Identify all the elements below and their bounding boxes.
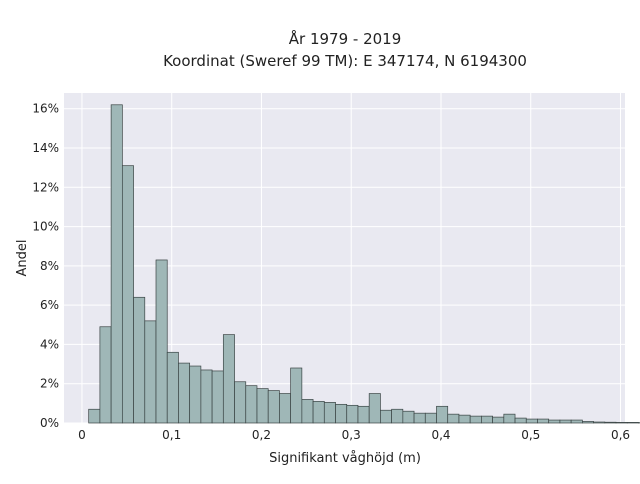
histogram-bar <box>156 260 167 423</box>
histogram-bar <box>190 366 201 423</box>
x-tick-label: 0,6 <box>611 428 630 442</box>
histogram-bar <box>459 415 470 423</box>
histogram-bar <box>403 411 414 423</box>
histogram-bar <box>605 422 616 423</box>
histogram-bar <box>537 419 548 423</box>
histogram-bar <box>336 404 347 423</box>
histogram-bar <box>549 420 560 423</box>
histogram-bar <box>122 166 133 423</box>
histogram-bar <box>504 414 515 423</box>
histogram-bar <box>268 391 279 423</box>
histogram-bar <box>212 371 223 423</box>
histogram-bar <box>257 389 268 423</box>
histogram-bar <box>414 413 425 423</box>
histogram-bar <box>178 363 189 423</box>
histogram-bar <box>279 394 290 423</box>
histogram-bar <box>470 416 481 423</box>
histogram-bar <box>616 422 627 423</box>
histogram-bar <box>246 386 257 423</box>
histogram-bar <box>369 394 380 423</box>
y-tick-label: 6% <box>40 298 59 312</box>
x-tick-label: 0,3 <box>342 428 361 442</box>
x-tick-label: 0,2 <box>252 428 271 442</box>
histogram-bar <box>380 410 391 423</box>
histogram-bar <box>291 368 302 423</box>
histogram-bar <box>145 321 156 423</box>
y-tick-label: 4% <box>40 337 59 351</box>
histogram-bar <box>582 421 593 423</box>
x-tick-label: 0,5 <box>521 428 540 442</box>
x-tick-label: 0,1 <box>162 428 181 442</box>
chart-title: År 1979 - 2019 <box>289 29 402 48</box>
histogram-bar <box>437 406 448 423</box>
histogram-bar <box>594 422 605 423</box>
y-tick-label: 2% <box>40 377 59 391</box>
histogram-bar <box>111 105 122 423</box>
y-tick-label: 8% <box>40 259 59 273</box>
histogram-bar <box>526 419 537 423</box>
x-axis-ticks: 0 0,1 0,2 0,3 0,4 0,5 0,6 <box>78 428 630 442</box>
y-tick-label: 16% <box>32 102 59 116</box>
histogram-bar <box>627 422 638 423</box>
histogram-bar <box>134 297 145 423</box>
y-tick-label: 14% <box>32 141 59 155</box>
histogram-bar <box>302 399 313 423</box>
histogram-bar <box>571 420 582 423</box>
histogram-bar <box>448 414 459 423</box>
histogram-bar <box>392 409 403 423</box>
histogram-bar <box>481 416 492 423</box>
histogram-bar <box>347 405 358 423</box>
histogram-bar <box>324 402 335 423</box>
y-tick-label: 0% <box>40 416 59 430</box>
y-tick-label: 12% <box>32 180 59 194</box>
histogram-bar <box>223 335 234 423</box>
histogram-bar <box>201 370 212 423</box>
histogram-bar <box>167 352 178 423</box>
histogram-bar <box>425 413 436 423</box>
x-tick-label: 0 <box>78 428 86 442</box>
histogram-bar <box>515 418 526 423</box>
histogram-bar <box>493 417 504 423</box>
histogram-bar <box>313 401 324 423</box>
histogram-bar <box>358 406 369 423</box>
y-tick-label: 10% <box>32 220 59 234</box>
histogram-bar <box>89 409 100 423</box>
histogram-bar <box>235 382 246 423</box>
histogram-bar <box>100 327 111 423</box>
histogram-bar <box>560 420 571 423</box>
y-axis-ticks: 0% 2% 4% 6% 8% 10% 12% 14% 16% <box>32 102 59 430</box>
y-axis-label: Andel <box>15 240 30 277</box>
x-axis-label: Signifikant våghöjd (m) <box>269 451 421 466</box>
chart-subtitle: Koordinat (Sweref 99 TM): E 347174, N 61… <box>163 52 527 70</box>
x-tick-label: 0,4 <box>431 428 450 442</box>
